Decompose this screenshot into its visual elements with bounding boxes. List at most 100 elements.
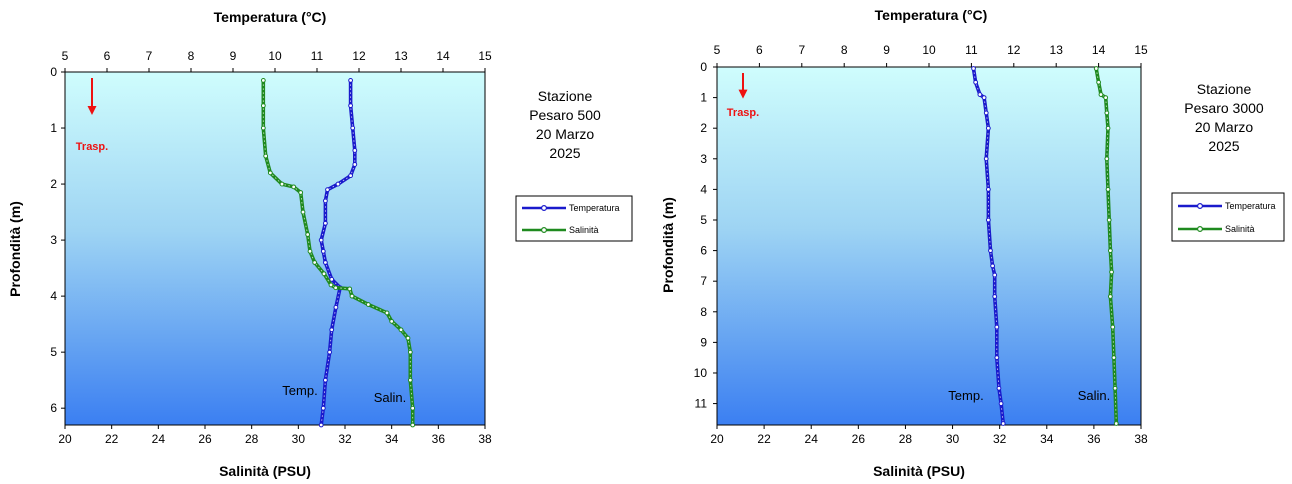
legend-marker-icon [1196,203,1203,210]
chart-1-bottom-tick-label: 34 [385,432,399,446]
chart-1-top-tick-label: 8 [188,49,195,63]
chart-2-transparency-arrowhead [738,89,748,99]
chart-1-bottom-tick-label: 38 [478,432,492,446]
legend-temperatura-label: Temperatura [1225,201,1276,211]
chart-1-top-tick-label: 14 [436,49,450,63]
chart-2-top-tick-label: 11 [965,43,978,57]
chart-1-salinity-point [410,422,416,428]
chart-1-salinity-point [328,282,334,288]
chart-1: Temperatura (°C) Salinità (PSU) Profondi… [7,9,633,479]
chart-2-y-tick-label: 7 [700,274,707,288]
chart-1-y-tick-label: 0 [50,65,57,79]
chart-2-top-tick-label: 7 [798,43,805,57]
chart-1-legend: Temperatura Salinità [515,195,633,242]
chart-2-station-label: Stazione Pesaro 3000 20 Marzo 2025 [1184,81,1264,154]
chart-2-temperature-point [994,324,1000,330]
chart-2-y-axis-title: Profondità (m) [660,197,676,293]
chart-2-temperature-point [981,95,987,100]
chart-2-top-tick-label: 13 [1050,43,1064,57]
chart-2-temperature-point [973,79,979,85]
chart-2-salinity-markers [1095,68,1117,424]
chart-1-salinity-point [300,209,306,215]
chart-2-salinity-point [1093,66,1099,71]
chart-1-salinity-point [405,335,411,341]
chart-2-y-tick-label: 6 [700,244,707,258]
chart-1-salinity-point [410,405,416,411]
chart-1-bottom-tick-label: 36 [432,432,446,446]
chart-1-temperature-point [329,327,335,333]
chart-1-salinity-point [291,184,297,190]
chart-1-temperature-point [323,220,328,226]
chart-2-y-tick-label: 3 [700,152,707,166]
chart-2-transparency-label: Trasp. [727,107,759,119]
chart-1-y-tick-label: 1 [50,121,57,135]
chart-2-bottom-tick-label: 30 [946,432,960,446]
chart-1-salinity-point [263,153,269,159]
chart-1-top-tick-label: 7 [146,49,153,63]
chart-1-salinity-point [407,377,413,383]
chart-1-temperature-point [329,276,335,282]
chart-1-station-label: Stazione Pesaro 500 20 Marzo 2025 [529,88,601,161]
chart-1-y-axis-title: Profondità (m) [7,201,23,297]
chart-1-salinity-point [333,285,339,291]
chart-2-top-axis-title: Temperatura (°C) [875,7,988,23]
chart-1-temperature-point [320,405,326,411]
chart-2-temperature-point [985,125,991,131]
chart-2-y-tick-label: 0 [700,60,707,74]
chart-2-temperature-point [977,92,983,97]
chart-1-salinity-point [260,103,266,109]
chart-2-y-tick-label: 11 [695,397,708,411]
chart-1-bottom-tick-label: 20 [58,432,72,446]
chart-2-legend: Temperatura Salinità [1171,192,1285,242]
chart-2-top-tick-label: 10 [922,43,936,57]
chart-2-top-tick-label: 12 [1007,43,1021,57]
chart-2-bottom-tick-label: 20 [710,432,724,446]
chart-2-salinity-point [1103,95,1109,100]
chart-2: Temperatura (°C) Salinità (PSU) Profondi… [660,7,1285,479]
chart-1-salinity-point [389,318,395,324]
chart-2-bottom-tick-label: 36 [1087,432,1101,446]
chart-2-y-tick-label: 2 [700,121,707,135]
chart-1-temperature-point [325,187,330,193]
chart-2-salinity-point [1098,92,1104,97]
chart-2-bottom-tick-label: 24 [805,432,819,446]
chart-2-bottom-tick-label: 22 [757,432,771,446]
chart-2-bottom-tick-label: 32 [993,432,1007,446]
chart-2-salinity-point [1112,385,1118,391]
chart-2-y-tick-label: 1 [700,91,707,105]
chart-2-y-tick-label: 5 [700,213,707,227]
chart-1-temperature-point [348,78,354,83]
chart-1-bottom-tick-label: 28 [245,432,259,446]
chart-2-temperature-point [992,294,998,299]
legend-salinita-label: Salinità [1225,224,1255,234]
chart-1-salinity-point [305,232,311,237]
chart-2-temperature-point [998,401,1004,406]
chart-1-salinity-point [398,327,404,333]
chart-1-top-tick-label: 12 [352,49,366,63]
chart-1-y-tick-label: 2 [50,177,57,191]
chart-1-sal-curve-label: Salin. [374,390,407,405]
chart-1-bottom-tick-label: 22 [105,432,119,446]
chart-1-salinity-point [307,248,313,254]
chart-2-temperature-point [996,385,1002,391]
chart-1-bottom-tick-label: 26 [198,432,212,446]
chart-1-transparency-arrowhead [87,106,97,116]
svg-text:Stazione: Stazione [538,88,593,104]
chart-1-salinity-point [298,190,304,195]
chart-2-salinity-point [1110,324,1116,330]
legend-marker-icon [540,205,547,212]
chart-2-top-tick-label: 9 [883,43,890,57]
chart-1-temperature-point [323,377,328,383]
svg-text:Stazione: Stazione [1197,81,1252,97]
chart-1-temperature-point [348,173,354,179]
chart-2-salinity-point [1107,294,1113,299]
chart-2-y-tick-label: 4 [700,182,707,196]
svg-text:Pesaro 500: Pesaro 500 [529,107,601,123]
chart-1-temperature-point [350,125,356,131]
chart-2-y-tick-label: 9 [700,335,707,349]
svg-text:20 Marzo: 20 Marzo [536,126,595,142]
chart-1-salinity-point [312,260,318,265]
chart-2-temperature-point [988,248,993,253]
chart-1-top-tick-label: 6 [104,49,111,63]
chart-2-temperature-point [985,217,991,223]
